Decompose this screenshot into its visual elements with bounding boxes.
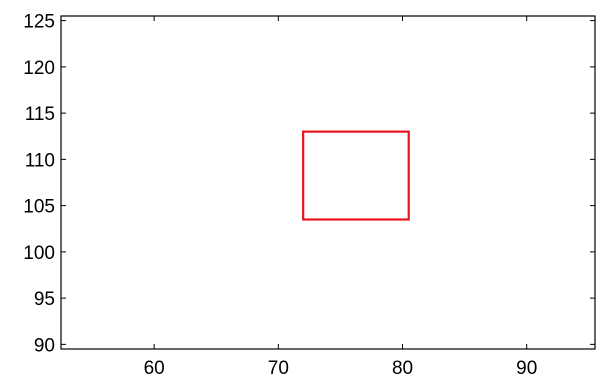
y-tick-label: 100	[23, 243, 55, 264]
x-tick-label: 70	[268, 358, 289, 379]
y-tick-label: 105	[23, 197, 55, 218]
heatmap-image	[61, 16, 595, 349]
x-tick-label: 90	[516, 358, 537, 379]
y-tick-label: 95	[34, 289, 55, 310]
y-axis-ticks: 90 95 100 105 110 115 120 125	[23, 12, 595, 356]
axes-frame	[60, 15, 596, 350]
y-tick-label: 115	[25, 104, 55, 125]
y-tick-label: 90	[34, 335, 55, 356]
highlight-rectangle	[302, 130, 410, 221]
x-tick-label: 80	[392, 358, 413, 379]
y-tick-label: 110	[25, 150, 55, 171]
y-tick-label: 125	[23, 12, 55, 33]
x-axis-ticks: 60 70 80 90	[144, 16, 537, 379]
y-tick-label: 120	[23, 58, 55, 79]
x-tick-label: 60	[144, 358, 165, 379]
